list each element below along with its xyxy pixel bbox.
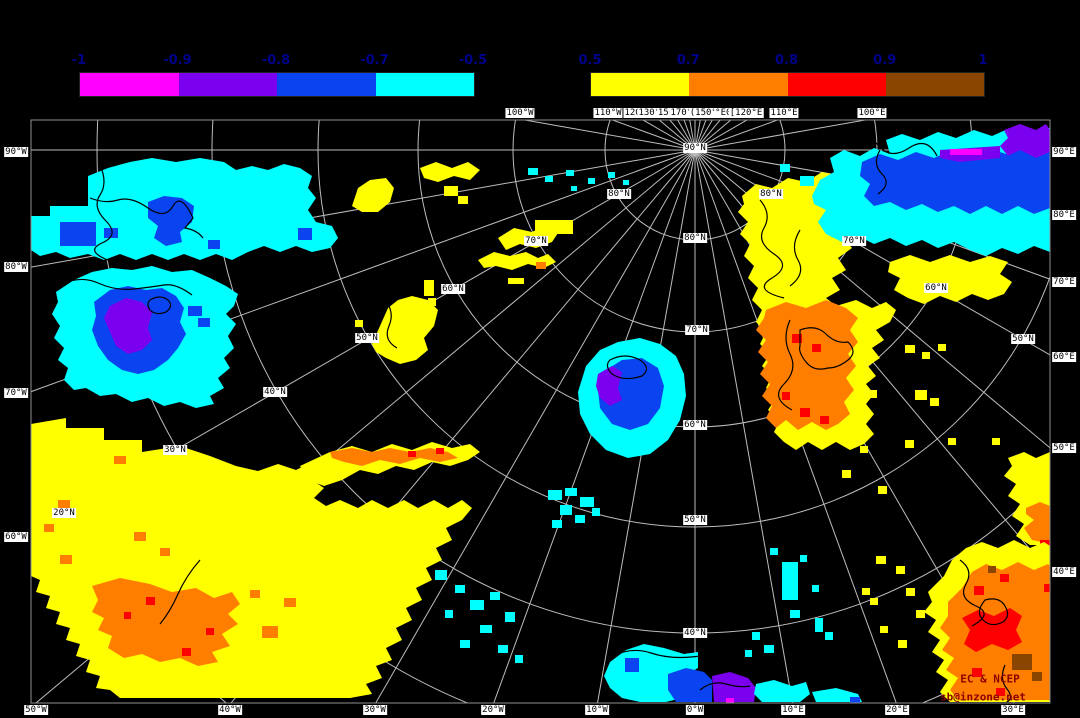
grid-label: 70°N [842, 236, 866, 246]
grid-label: 50°N [683, 515, 707, 525]
colorbar-tick-label: 0.5 [578, 53, 602, 68]
grid-label: 110°W [593, 108, 623, 118]
colorbar-tick-label: 0.9 [873, 53, 897, 68]
grid-label: 80°N [759, 189, 783, 199]
grid-label: 80°N [683, 233, 707, 243]
colorbar-tick-label: 0.7 [676, 53, 700, 68]
grid-label: 50°E [1052, 443, 1076, 453]
grid-label: 70°E [1052, 277, 1076, 287]
grid-label: 30°W [363, 705, 387, 715]
grid-label: 150 [656, 108, 676, 118]
grid-label: 170°W [669, 108, 699, 118]
colorbar-segment [178, 73, 277, 96]
grid-label: 80°W [4, 262, 28, 272]
grid-label: 40°W [218, 705, 242, 715]
colorbar-tick-label: -0.8 [261, 53, 291, 68]
watermark-label: sb@inzone.net [939, 690, 1027, 704]
grid-label: 130°W [637, 108, 667, 118]
colorbar-tick-label: -0.9 [163, 53, 192, 68]
grid-label: 90°E [1052, 147, 1076, 157]
colorbar-segment [277, 73, 376, 96]
grid-label: 20°W [481, 705, 505, 715]
negative-colorbar [79, 72, 475, 97]
grid-label: 60°W [4, 532, 28, 542]
colorbar-segment [80, 73, 179, 96]
grid-label: 70°W [4, 388, 28, 398]
grid-label: 90°N [683, 143, 707, 153]
grid-label: 70°N [524, 236, 548, 246]
grid-label: 50°N [355, 333, 379, 343]
grid-label: 60°N [924, 283, 948, 293]
grid-label: 60°E [1052, 352, 1076, 362]
grid-label: 100°E [857, 108, 887, 118]
colorbar-tick-label: -0.7 [360, 53, 389, 68]
grid-label: °E0° [714, 108, 738, 118]
coastlines [59, 129, 1012, 703]
grid-label: 10°E [781, 705, 805, 715]
positive-colorbar [590, 72, 985, 97]
grid-label: 60°N [441, 284, 465, 294]
colorbar-tick-label: 1 [978, 53, 988, 68]
grid-label: 30°E [1001, 705, 1025, 715]
grid-label: 60°N [683, 420, 707, 430]
grid-label: 80°N [607, 189, 631, 199]
grid-label: 90°W [4, 147, 28, 157]
colorbar-segment [375, 73, 474, 96]
grid-label: 80°E [1052, 210, 1076, 220]
colorbar-segment [787, 73, 886, 96]
grid-label: 40°E [1052, 567, 1076, 577]
grid-label: 100°W [505, 108, 535, 118]
grid-label: 110°E [769, 108, 799, 118]
grid-label: 0°W [685, 705, 705, 715]
colorbar-segment [591, 73, 690, 96]
data-regions [31, 124, 1050, 703]
grid-label: [120°E [728, 108, 764, 118]
map-frame [30, 119, 1051, 704]
grid-label: 10°W [585, 705, 609, 715]
grid-label: 40°N [683, 628, 707, 638]
grid-label: 30°N [163, 445, 187, 455]
grid-label: 20°E [885, 705, 909, 715]
data-source-label: EC & NCEP [960, 672, 1020, 686]
colorbar-segment [689, 73, 788, 96]
grid-label: (150°E [688, 108, 724, 118]
colorbar-tick-label: -0.5 [458, 53, 488, 68]
colorbar-tick-label: -1 [71, 53, 87, 68]
grid-label: 70°N [685, 325, 709, 335]
grid-label: 50°W [24, 705, 48, 715]
grid-label: 20°N [52, 508, 76, 518]
colorbar-tick-label: 0.8 [774, 53, 799, 68]
grid-label: 40°N [263, 387, 287, 397]
colorbar-segment [885, 73, 984, 96]
grid-label: 50°N [1011, 334, 1035, 344]
